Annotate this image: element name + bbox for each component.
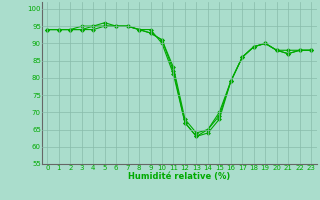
X-axis label: Humidité relative (%): Humidité relative (%) [128, 172, 230, 181]
